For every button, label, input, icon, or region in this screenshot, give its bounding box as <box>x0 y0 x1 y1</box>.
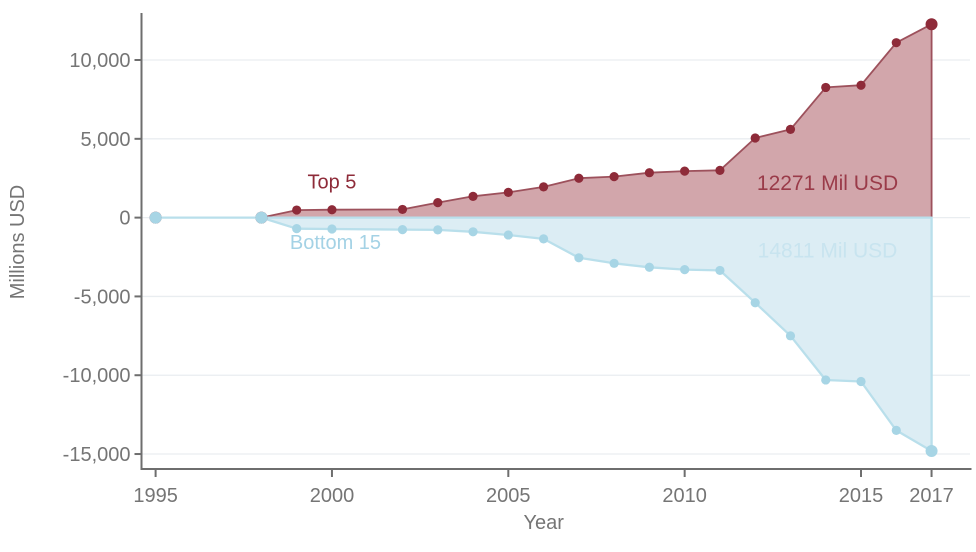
data-point-marker-bottom15 <box>574 253 584 263</box>
data-point-marker-top5 <box>538 182 549 192</box>
data-point-marker-bottom15 <box>925 445 938 458</box>
data-point-marker-bottom15 <box>468 227 478 237</box>
annotation-series-label-bottom15: Bottom 15 <box>290 232 381 254</box>
annotation-series-label-top5: Top 5 <box>307 171 356 193</box>
data-point-marker-top5 <box>856 80 866 90</box>
data-point-marker-top5 <box>891 38 901 48</box>
x-tick-label: 2000 <box>310 485 355 507</box>
data-point-marker-top5 <box>785 124 796 134</box>
data-point-marker-bottom15 <box>785 331 796 341</box>
data-point-marker-bottom15 <box>538 234 549 244</box>
y-axis-title: Millions USD <box>7 185 29 299</box>
data-point-marker-bottom15 <box>397 224 408 235</box>
x-tick-label: 2015 <box>839 485 884 507</box>
x-axis-title: Year <box>524 512 565 534</box>
data-point-marker-top5 <box>821 82 831 93</box>
x-tick-label: 1995 <box>133 485 178 507</box>
y-tick-label: -5,000 <box>74 286 131 308</box>
data-point-marker-top5 <box>644 168 654 178</box>
data-point-marker-bottom15 <box>609 258 619 268</box>
data-point-marker-bottom15 <box>680 265 690 275</box>
series-bottom15-area <box>154 216 933 453</box>
data-point-marker-bottom15 <box>856 376 866 387</box>
data-point-marker-top5 <box>925 18 938 31</box>
y-tick-label: 0 <box>119 208 130 230</box>
data-point-marker-top5 <box>750 133 760 143</box>
data-point-marker-top5 <box>574 173 584 183</box>
data-point-marker-top5 <box>433 198 443 208</box>
data-point-marker-top5 <box>680 166 690 176</box>
data-point-marker-top5 <box>327 205 337 215</box>
data-point-marker-bottom15 <box>821 375 831 385</box>
data-point-marker-top5 <box>292 205 302 215</box>
series-bottom15-markers <box>149 211 938 458</box>
y-tick-label: -15,000 <box>63 444 131 466</box>
y-tick-label: 5,000 <box>80 129 130 151</box>
x-tick-label: 2017 <box>909 485 954 507</box>
data-point-marker-bottom15 <box>503 230 513 240</box>
annotation-end-value-bottom15: 14811 Mil USD <box>758 240 898 263</box>
y-tick-label: 10,000 <box>69 50 130 72</box>
annotation-end-value-top5: 12271 Mil USD <box>757 172 898 195</box>
data-point-marker-bottom15 <box>292 224 302 234</box>
data-point-marker-bottom15 <box>750 298 760 308</box>
data-point-marker-top5 <box>609 172 619 182</box>
data-point-marker-bottom15 <box>327 224 337 234</box>
x-tick-label: 2010 <box>662 485 707 507</box>
data-point-marker-bottom15 <box>433 225 443 235</box>
data-point-marker-bottom15 <box>644 262 654 272</box>
series-top5-area <box>154 23 933 219</box>
y-tick-label: -10,000 <box>63 365 131 387</box>
data-point-marker-bottom15 <box>149 211 162 224</box>
data-point-marker-top5 <box>468 191 478 201</box>
data-point-marker-top5 <box>397 204 408 215</box>
data-point-marker-bottom15 <box>715 265 725 276</box>
data-point-marker-top5 <box>715 165 725 175</box>
data-point-marker-bottom15 <box>891 425 901 435</box>
data-point-marker-top5 <box>503 187 513 198</box>
data-point-marker-bottom15 <box>255 211 268 224</box>
x-tick-label: 2005 <box>486 485 531 507</box>
